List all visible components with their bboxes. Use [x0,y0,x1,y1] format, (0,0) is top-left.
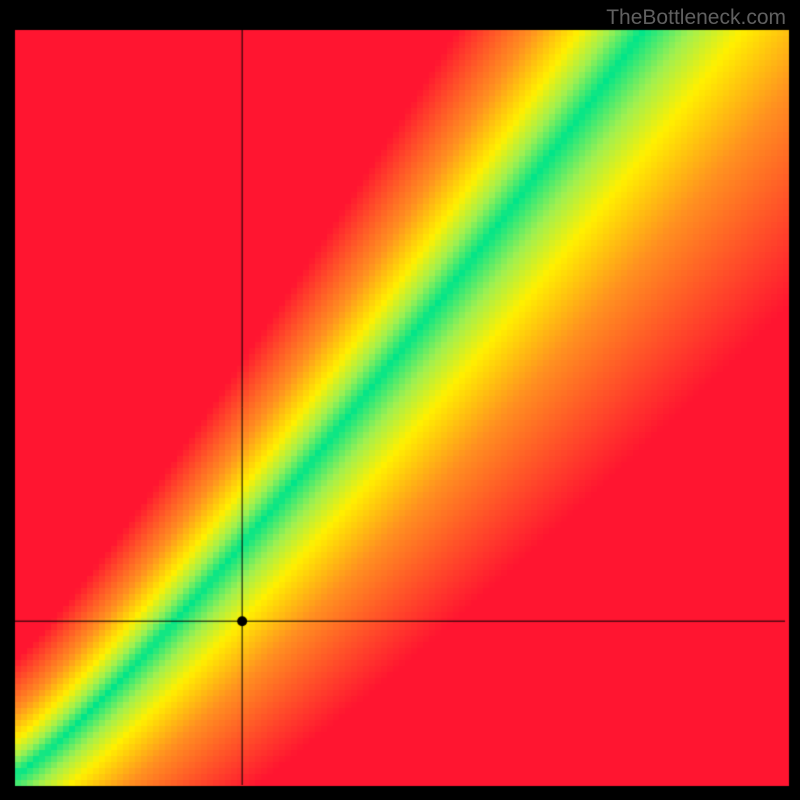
watermark-text: TheBottleneck.com [606,6,786,30]
chart-container: TheBottleneck.com [0,0,800,800]
bottleneck-heatmap [0,0,800,800]
